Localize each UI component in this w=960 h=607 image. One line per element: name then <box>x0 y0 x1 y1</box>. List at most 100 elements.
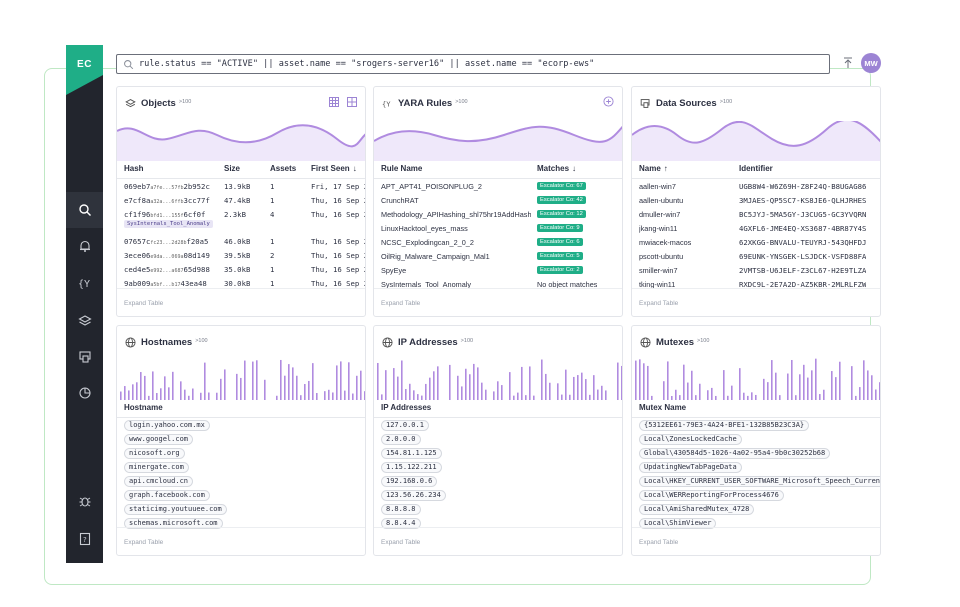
histogram-bar <box>811 370 813 400</box>
globe-icon <box>640 336 651 348</box>
table-row[interactable]: ced4e5e992...a68765d988 35.0kB 1 Thu, 16 Se… <box>117 264 365 277</box>
histogram-bar <box>256 360 258 400</box>
table-row[interactable]: mwiacek-macos 62XKGG-BNVALU-TEUYRJ-543QHF… <box>632 237 880 250</box>
ip-chip[interactable]: 192.168.0.6 <box>381 476 438 487</box>
histogram-bar <box>589 394 591 400</box>
hostname-chip[interactable]: nicosoft.org <box>124 448 185 459</box>
hostname-chip[interactable]: schemas.microsoft.com <box>124 518 223 529</box>
ip-chip[interactable]: 2.0.0.0 <box>381 434 421 445</box>
table-row[interactable]: tking-win11 RXDC9L-2E7A2D-AZ5KBR-2MLRLFZW <box>632 279 880 291</box>
table-row[interactable]: e7cf8aa32a...6ffb3cc77f 47.4kB 1 Thu, 16 Se… <box>117 195 365 208</box>
table-row[interactable]: aallen-ubuntu 3MJAES-QP5SC7-KS8JE6-QLHJRH… <box>632 195 880 208</box>
histogram-bar <box>851 366 853 400</box>
col-rule-name[interactable]: Rule Name <box>381 164 423 173</box>
table-row[interactable]: dmuller-win7 BC5JYJ-5MA5GY-J3CUG5-GC3YVQR… <box>632 209 880 222</box>
nav-help[interactable]: ? <box>66 521 103 557</box>
table-row[interactable]: pscott-ubuntu 69EUNK-YNSGEK-LSJDCK-VSFD88… <box>632 251 880 264</box>
expand-table-link[interactable]: Expand Table <box>124 539 164 546</box>
divider <box>117 288 365 289</box>
hostname-chip[interactable]: graph.facebook.com <box>124 490 210 501</box>
mutex-chip[interactable]: Local\ShimViewer <box>639 518 717 529</box>
panel-count: >100 <box>719 98 733 105</box>
table-row[interactable]: APT_APT41_POISONPLUG_2 Escalator Co: 67 <box>374 181 622 194</box>
mutex-chip[interactable]: Local\HKEY_CURRENT_USER_SOFTWARE_Microso… <box>639 476 880 487</box>
mutex-chip[interactable]: {5312EE61-79E3-4A24-BFE1-132B85B23C3A} <box>639 420 810 431</box>
nav-reports[interactable] <box>66 375 103 411</box>
avatar[interactable]: MW <box>861 53 881 73</box>
search-input[interactable] <box>139 59 829 69</box>
histogram-bar <box>839 361 841 400</box>
expand-table-link[interactable]: Expand Table <box>639 300 679 307</box>
sort-down-icon: ↓ <box>572 164 577 173</box>
col-hash[interactable]: Hash <box>124 164 144 173</box>
nav-data-sources[interactable] <box>66 339 103 375</box>
ip-chip[interactable]: 1.15.122.211 <box>381 462 442 473</box>
table-row[interactable]: 069eb7a7fe...57fb2b952c 13.9kB 1 Fri, 17 Se… <box>117 181 365 194</box>
source-identifier: 62XKGG-BNVALU-TEUYRJ-543QHFDJ <box>739 238 867 247</box>
col-first-seen[interactable]: First Seen ↓ <box>311 164 357 173</box>
grid-view-icon[interactable] <box>347 94 357 112</box>
hostname-chip[interactable]: api.cmcloud.cn <box>124 476 194 487</box>
hostname-chip[interactable]: minergate.com <box>124 462 189 473</box>
nav-alerts[interactable] <box>66 228 103 264</box>
mutex-chip[interactable]: UpdatingNewTabPageData <box>639 462 742 473</box>
table-row[interactable]: NCSC_Explodingcan_2_0_2 Escalator Co: 6 <box>374 237 622 250</box>
expand-table-link[interactable]: Expand Table <box>381 300 421 307</box>
table-row[interactable]: 9ab009a5bf...b1743ea48 30.0kB 1 Thu, 16 Sep… <box>117 278 365 291</box>
mutex-chip[interactable]: Local\AmiSharedMutex_4728 <box>639 504 755 515</box>
hostname-chip[interactable]: staticimg.youtuuee.com <box>124 504 227 515</box>
table-row[interactable]: aallen-win7 UGB8W4-W6Z69H-Z8F24Q-B8UGAG86 <box>632 181 880 194</box>
ip-chip[interactable]: 8.8.8.8 <box>381 504 421 515</box>
ip-chip[interactable]: 8.8.4.4 <box>381 518 421 529</box>
col-ip-addresses[interactable]: IP Addresses <box>381 403 432 412</box>
ip-chip[interactable]: 123.56.26.234 <box>381 490 446 501</box>
rule-tag[interactable]: SysInternals_Tool_Anomaly <box>124 220 213 228</box>
histogram-bar <box>188 395 190 400</box>
mutex-chip[interactable]: Global\430584d5-1026-4a02-95a4-9b0c30252… <box>639 448 831 459</box>
table-row[interactable]: CrunchRAT Escalator Co: 42 <box>374 195 622 208</box>
add-rule-icon[interactable] <box>603 94 614 112</box>
upload-button[interactable] <box>841 55 855 71</box>
table-row[interactable]: Methodology_APIHashing_shl75hr19AddHash E… <box>374 209 622 222</box>
ip-chip[interactable]: 154.81.1.125 <box>381 448 442 459</box>
histogram-bar <box>417 394 419 400</box>
match-text: No object matches <box>537 280 598 289</box>
nav-threats[interactable] <box>66 483 103 519</box>
table-row[interactable]: 07657cfc23...2d28bf20a5 46.0kB 1 Thu, 16 Se… <box>117 236 365 249</box>
hash-middle: a7fe...57fb <box>150 185 184 191</box>
expand-table-link[interactable]: Expand Table <box>639 539 679 546</box>
table-row[interactable]: cf1f96bfd1...155f6cf0f 2.3kB 4 Thu, 16 Sep … <box>117 209 365 231</box>
table-row[interactable]: jkang-win11 4GXFL6-JME4EQ-XS3687-4BR87Y4S <box>632 223 880 236</box>
expand-table-link[interactable]: Expand Table <box>381 539 421 546</box>
nav-yara[interactable]: {Y <box>66 265 103 301</box>
expand-table-link[interactable]: Expand Table <box>124 300 164 307</box>
table-row[interactable]: OilRig_Malware_Campaign_Mal1 Escalator Co… <box>374 251 622 264</box>
panel-title: Hostnames <box>141 336 193 348</box>
ip-chip[interactable]: 127.0.0.1 <box>381 420 429 431</box>
mutex-chip[interactable]: Local\ZonesLockedCache <box>639 434 742 445</box>
table-row[interactable]: SpyEye Escalator Co: 2 <box>374 265 622 278</box>
table-row[interactable]: smiller-win7 2VMTSB-U6JELF-Z3CL67-H2E9TLZ… <box>632 265 880 278</box>
col-assets[interactable]: Assets <box>270 164 297 173</box>
table-row[interactable]: LinuxHacktool_eyes_mass Escalator Co: 9 <box>374 223 622 236</box>
col-size[interactable]: Size <box>224 164 241 173</box>
histogram-bar <box>168 387 170 400</box>
nav-search[interactable] <box>66 192 103 228</box>
app-logo[interactable]: EC <box>66 45 103 95</box>
panel-count: >100 <box>178 98 192 105</box>
col-mutex-name[interactable]: Mutex Name <box>639 403 687 412</box>
nav-objects[interactable] <box>66 303 103 339</box>
histogram-bar <box>120 391 122 400</box>
histogram-bar <box>751 392 753 400</box>
source-identifier: 2VMTSB-U6JELF-Z3CL67-H2E9TLZA <box>739 266 867 275</box>
table-row[interactable]: 3ece06e9da...069a08d149 39.5kB 2 Thu, 16 Se… <box>117 250 365 263</box>
col-matches[interactable]: Matches ↓ <box>537 164 576 173</box>
col-name[interactable]: Name ↑ <box>639 164 668 173</box>
table-row[interactable]: SysInternals_Tool_Anomaly No object match… <box>374 279 622 291</box>
mutex-chip[interactable]: Local\WERReportingForProcess4676 <box>639 490 784 501</box>
hostname-chip[interactable]: login.yahoo.com.mx <box>124 420 210 431</box>
hostname-chip[interactable]: www.googel.com <box>124 434 194 445</box>
col-identifier[interactable]: Identifier <box>739 164 773 173</box>
col-hostname[interactable]: Hostname <box>124 403 163 412</box>
table-view-icon[interactable] <box>329 94 339 112</box>
